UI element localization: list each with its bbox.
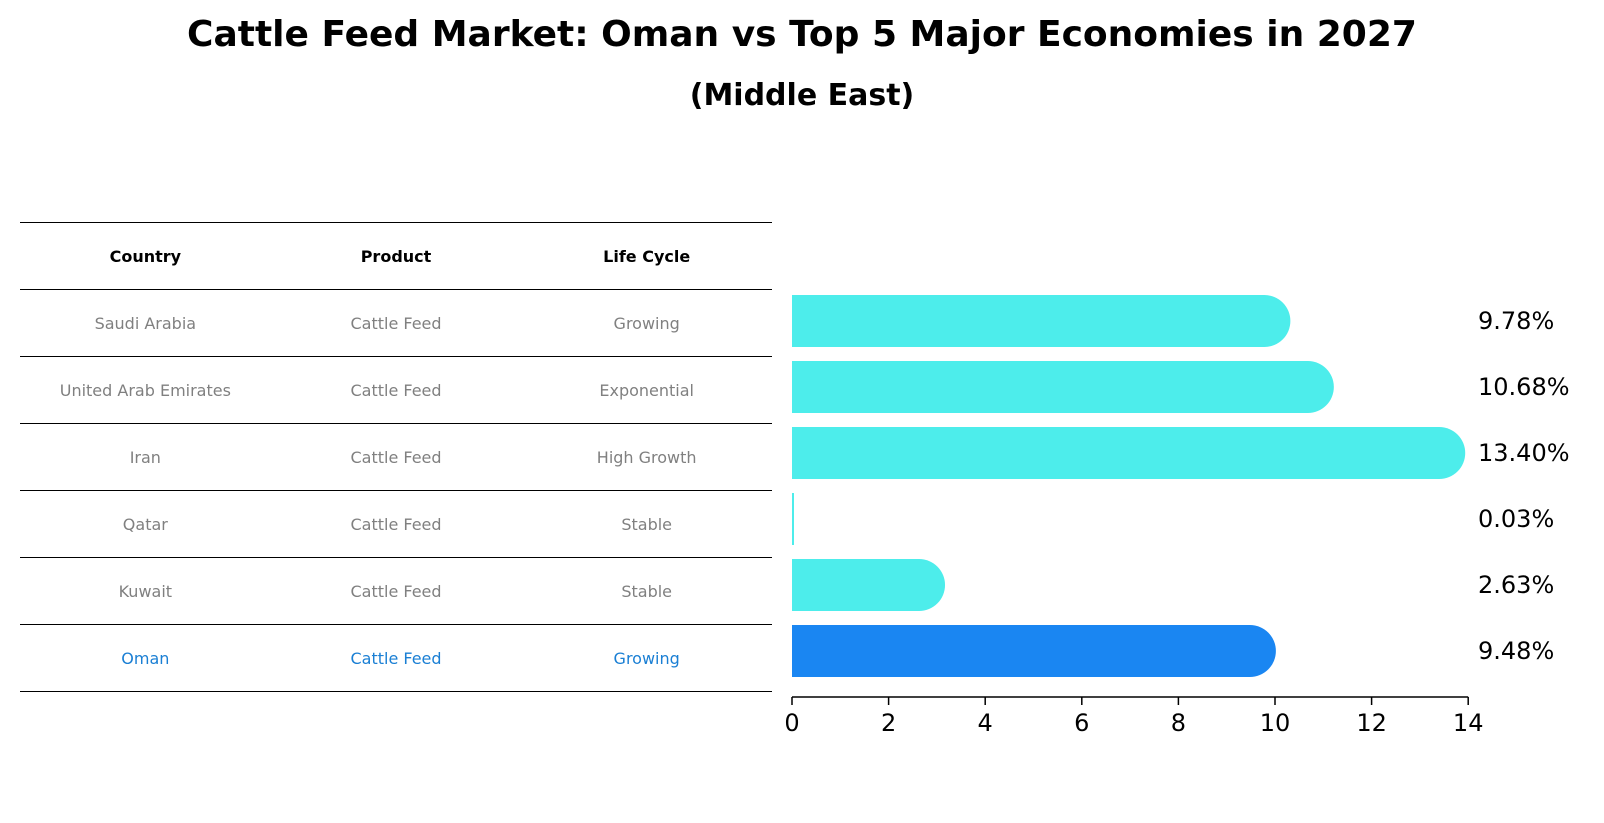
cell-product: Cattle Feed: [350, 313, 442, 333]
x-tick-label: 10: [1260, 709, 1291, 737]
cell-life-cycle: Stable: [621, 581, 673, 601]
x-tick-label: 12: [1356, 709, 1387, 737]
bar: [792, 625, 1276, 677]
bar-value-label: 9.78%: [1478, 307, 1554, 335]
cell-country: Kuwait: [118, 581, 173, 601]
bar-value-label: 10.68%: [1478, 373, 1570, 401]
country-table: Country Product Life Cycle Saudi Arabia …: [20, 222, 772, 692]
table-row: Iran Cattle Feed High Growth: [20, 423, 772, 490]
x-tick-label: 4: [978, 709, 993, 737]
bar: [792, 427, 1466, 479]
x-tick-label: 8: [1171, 709, 1186, 737]
bar-value-label: 0.03%: [1478, 505, 1554, 533]
header-product: Product: [360, 246, 432, 266]
bar-value-label: 2.63%: [1478, 571, 1554, 599]
table-row: Qatar Cattle Feed Stable: [20, 490, 772, 557]
bar: [792, 493, 794, 545]
table-row-highlight: Oman Cattle Feed Growing: [20, 624, 772, 692]
cell-product: Cattle Feed: [350, 447, 442, 467]
cell-life-cycle: Exponential: [599, 380, 694, 400]
bar-value-label: 9.48%: [1478, 637, 1554, 665]
table-row: Kuwait Cattle Feed Stable: [20, 557, 772, 624]
x-tick-label: 2: [881, 709, 896, 737]
x-tick-label: 0: [784, 709, 799, 737]
cell-country: Iran: [129, 447, 161, 467]
x-tick-label: 14: [1453, 709, 1484, 737]
cell-product: Cattle Feed: [350, 581, 442, 601]
chart-subtitle: (Middle East): [689, 78, 915, 113]
cell-life-cycle: Stable: [621, 514, 673, 534]
cell-life-cycle: High Growth: [596, 447, 697, 467]
bar: [792, 559, 946, 611]
cell-product: Cattle Feed: [350, 514, 442, 534]
table-row: United Arab Emirates Cattle Feed Exponen…: [20, 356, 772, 423]
cell-life-cycle: Growing: [613, 648, 680, 668]
bar: [792, 295, 1291, 347]
x-tick-label: 6: [1074, 709, 1089, 737]
cell-product: Cattle Feed: [350, 380, 442, 400]
bar-value-label: 13.40%: [1478, 439, 1570, 467]
header-life-cycle: Life Cycle: [603, 246, 691, 266]
table-row: Saudi Arabia Cattle Feed Growing: [20, 289, 772, 356]
cell-product: Cattle Feed: [350, 648, 442, 668]
cell-country: Qatar: [122, 514, 168, 534]
table-header-row: Country Product Life Cycle: [20, 222, 772, 289]
cell-country: United Arab Emirates: [59, 380, 231, 400]
bar: [792, 361, 1334, 413]
cell-country: Oman: [121, 648, 170, 668]
cell-life-cycle: Growing: [613, 313, 680, 333]
header-country: Country: [109, 246, 182, 266]
chart-title: Cattle Feed Market: Oman vs Top 5 Major …: [187, 14, 1417, 55]
cell-country: Saudi Arabia: [94, 313, 197, 333]
